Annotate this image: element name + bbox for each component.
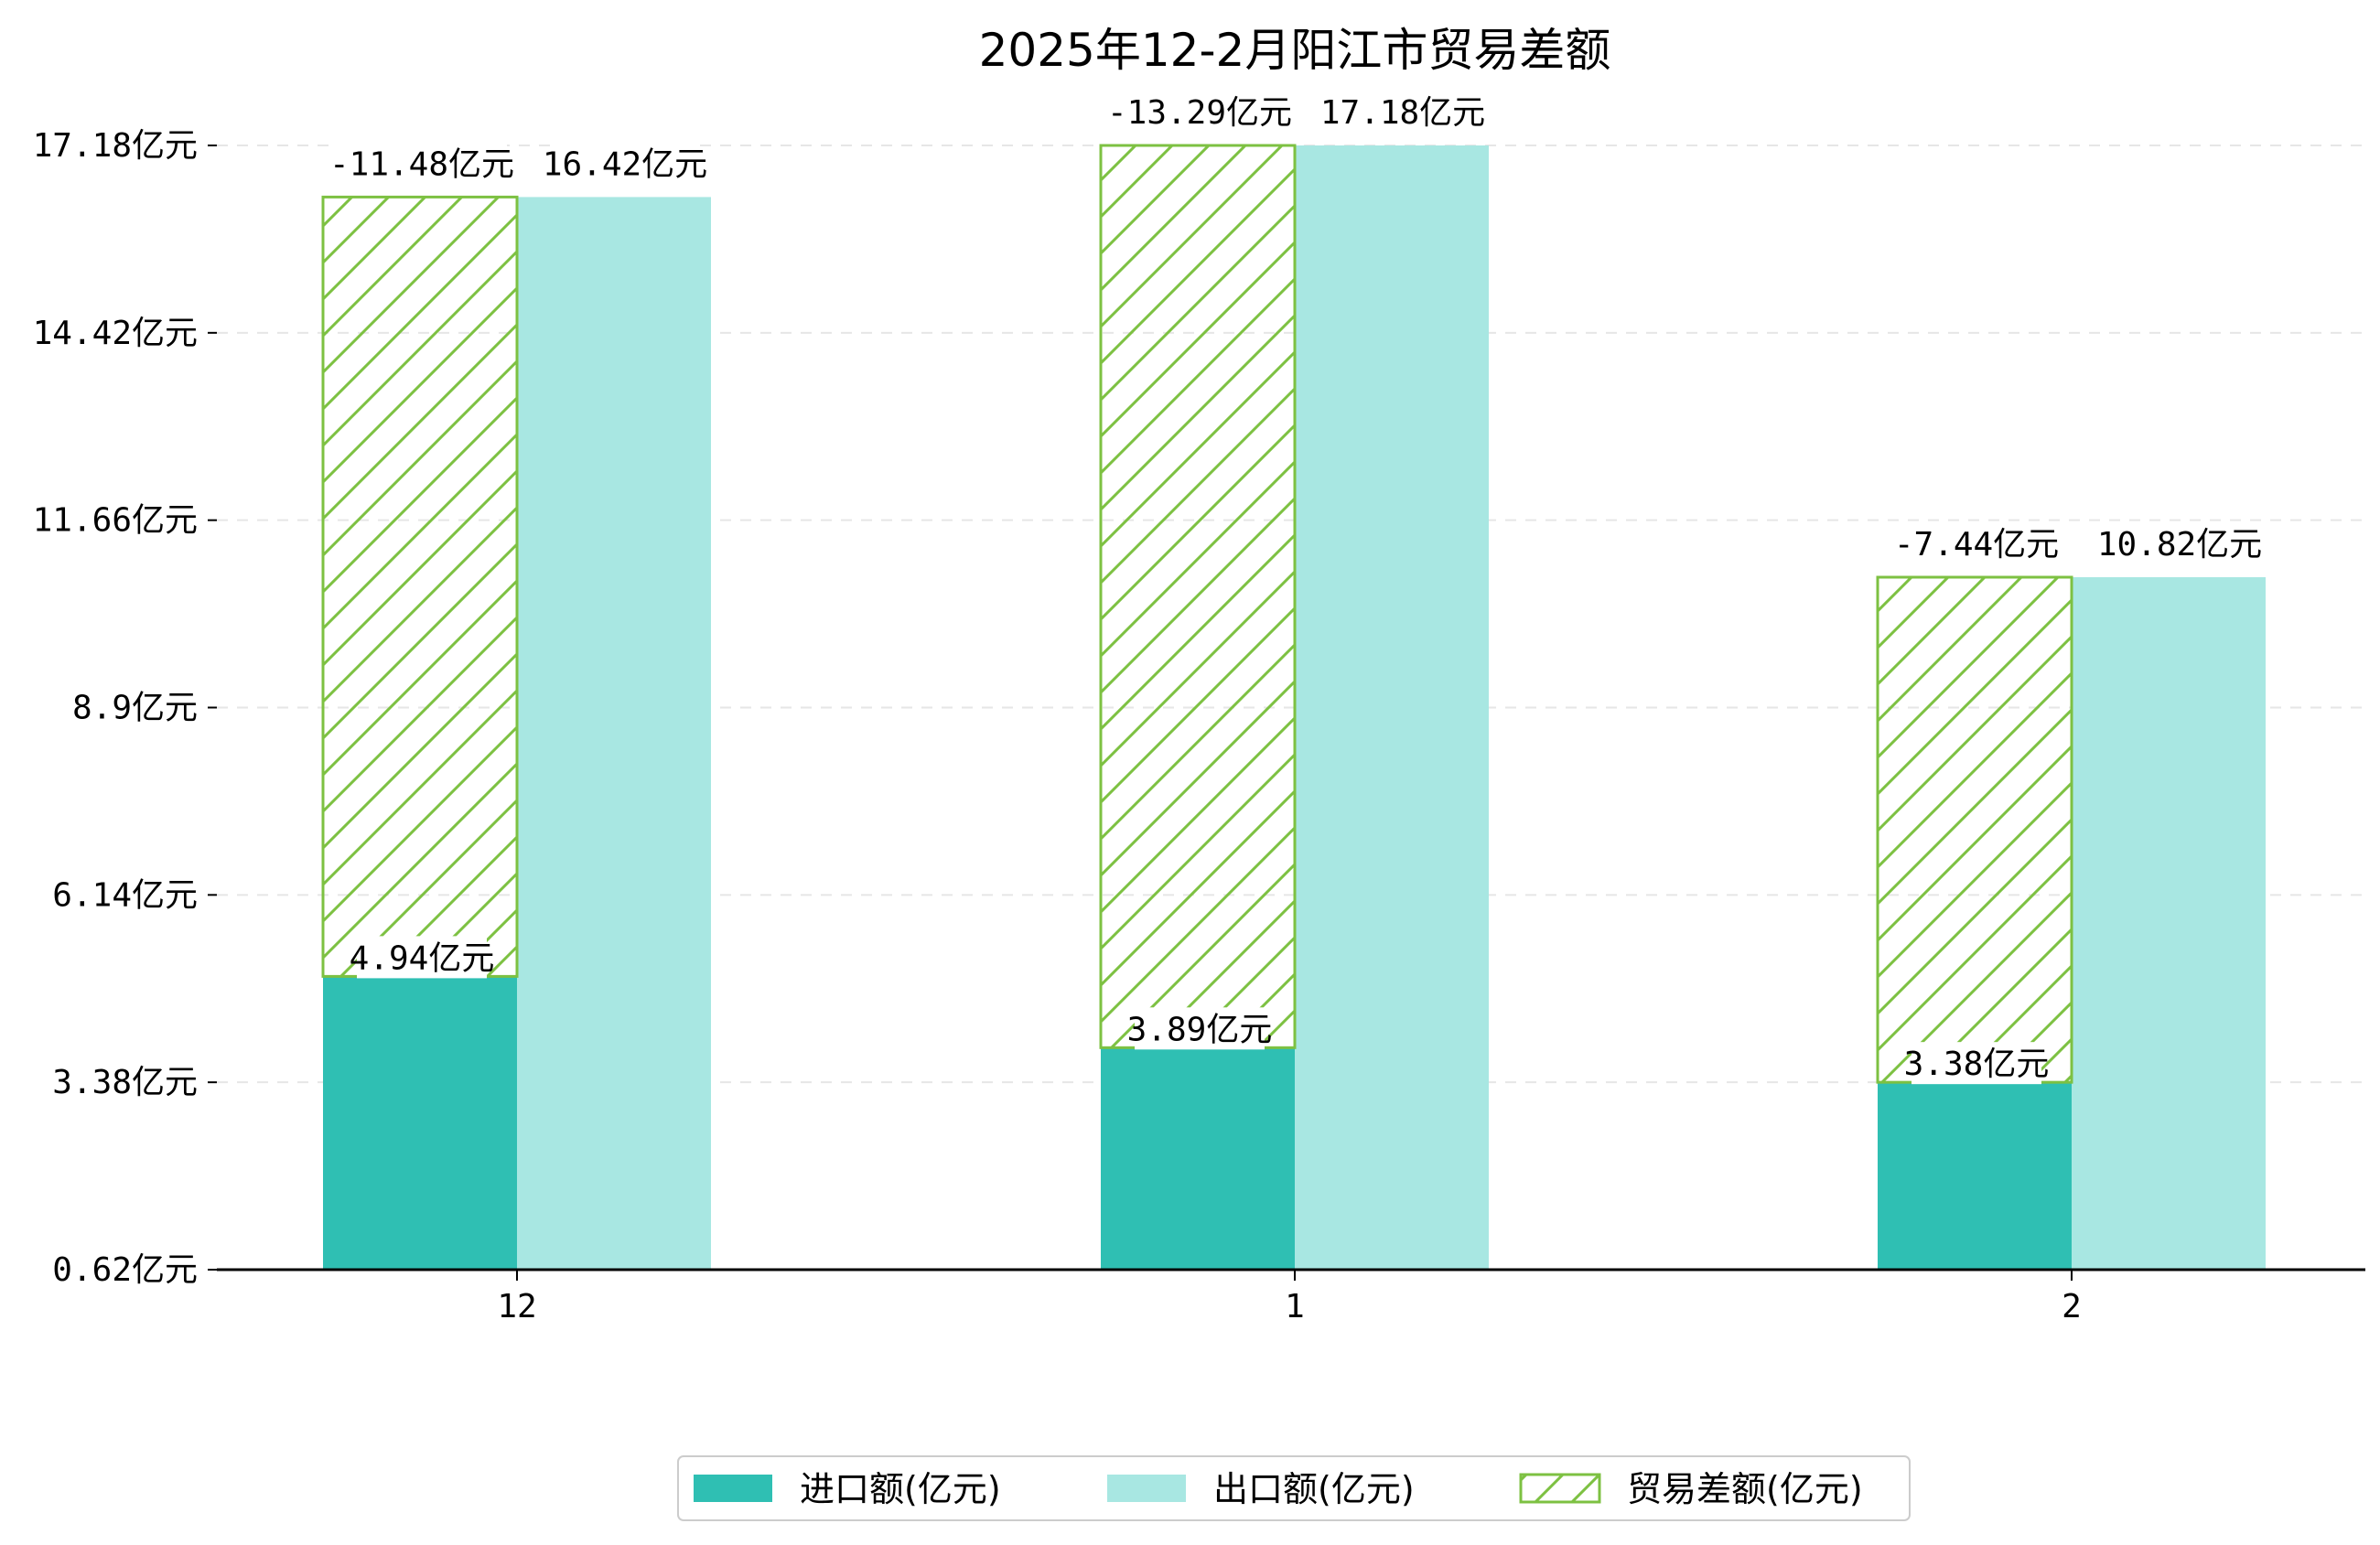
import-value-label-bg xyxy=(1135,1007,1265,1050)
legend-export-label: 出口额(亿元) xyxy=(1213,1469,1415,1509)
import-value-label-bg xyxy=(357,936,487,979)
y-tick-label: 0.62亿元 xyxy=(52,1251,198,1289)
balance-value-label: -11.48亿元 xyxy=(329,145,514,183)
balance-value-label-bg xyxy=(1901,522,2052,565)
import-value-label: 4.94亿元 xyxy=(350,939,495,977)
balance-bar xyxy=(1876,575,2073,1084)
balance-value-label-bg xyxy=(337,142,507,185)
import-value-label: 3.89亿元 xyxy=(1127,1011,1273,1048)
balance-value-label: -7.44亿元 xyxy=(1894,526,2059,563)
export-bar xyxy=(1295,145,1489,1270)
legend: 进口额(亿元) 出口额(亿元) 贸易差额(亿元) xyxy=(677,1455,1911,1521)
export-bar xyxy=(2072,577,2266,1270)
balance-bar xyxy=(1099,144,1297,1049)
x-tick-label: 12 xyxy=(497,1288,536,1325)
legend-export-swatch xyxy=(1107,1475,1186,1502)
export-value-label-bg xyxy=(2105,522,2255,565)
export-value-label: 10.82亿元 xyxy=(2097,526,2262,563)
import-bar xyxy=(1878,1082,2072,1270)
x-tick-label: 2 xyxy=(2062,1288,2082,1325)
legend-balance-label: 贸易差额(亿元) xyxy=(1627,1469,1863,1509)
x-tick-label: 1 xyxy=(1285,1288,1305,1325)
legend-import-label: 进口额(亿元) xyxy=(800,1469,1001,1509)
export-value-label: 17.18亿元 xyxy=(1320,94,1485,132)
export-value-label: 16.42亿元 xyxy=(543,145,707,183)
balance-value-label-bg xyxy=(1115,91,1285,133)
legend-balance-swatch xyxy=(1519,1473,1601,1504)
balance-bar xyxy=(321,195,519,978)
y-tick-label: 3.38亿元 xyxy=(52,1064,198,1101)
y-tick-label: 6.14亿元 xyxy=(52,876,198,914)
y-tick-label: 11.66亿元 xyxy=(33,502,198,540)
legend-box xyxy=(677,1455,1911,1521)
export-bar xyxy=(517,197,711,1271)
import-bar xyxy=(323,976,517,1270)
y-tick-label: 8.9亿元 xyxy=(72,690,198,727)
export-value-label-bg xyxy=(550,142,700,185)
y-tick-label: 17.18亿元 xyxy=(33,127,198,165)
import-value-label: 3.38亿元 xyxy=(1904,1046,2050,1083)
y-tick-label: 14.42亿元 xyxy=(33,315,198,352)
balance-value-label: -13.29亿元 xyxy=(1107,94,1292,132)
legend-import-swatch xyxy=(694,1475,772,1502)
import-value-label-bg xyxy=(1912,1042,2041,1085)
export-value-label-bg xyxy=(1328,91,1478,133)
chart-title: 2025年12-2月阳江市贸易差额 xyxy=(979,24,1611,77)
import-bar xyxy=(1101,1047,1295,1270)
